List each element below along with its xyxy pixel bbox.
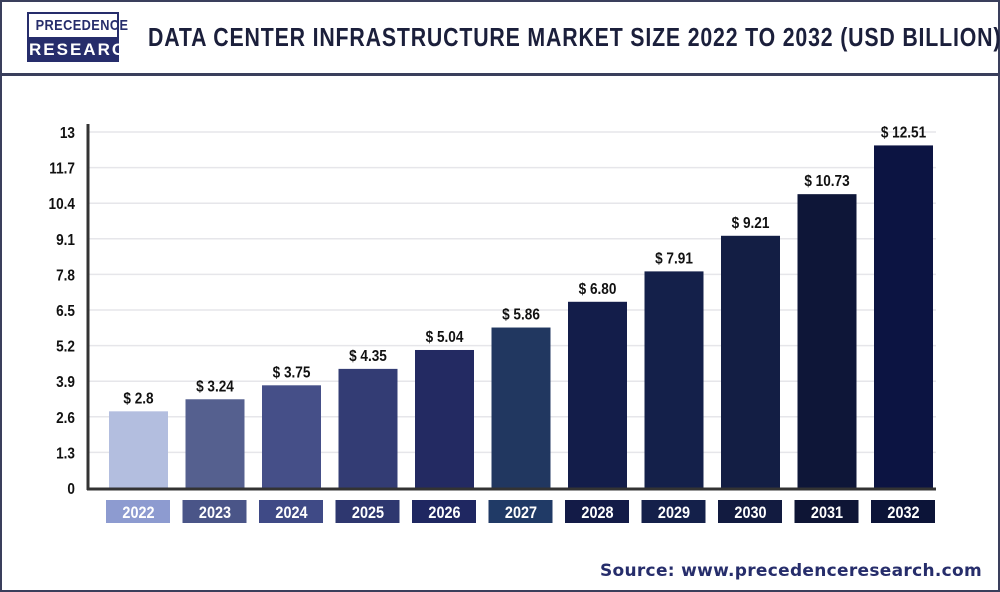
bar-2023 (185, 399, 245, 488)
y-tick-label: 7.8 (56, 267, 75, 284)
x-tick-label: 2027 (505, 504, 537, 522)
data-label: $ 9.21 (732, 215, 770, 232)
data-label: $ 7.91 (655, 250, 693, 267)
data-label: $ 4.35 (349, 348, 387, 365)
data-label: $ 5.86 (502, 307, 540, 324)
x-tick-label: 2023 (199, 504, 231, 522)
data-label: $ 5.04 (426, 329, 464, 346)
y-tick-label: 9.1 (56, 232, 75, 249)
bar-2031 (797, 194, 857, 488)
bar-2022 (109, 411, 168, 488)
bar-2032 (874, 145, 933, 488)
header: PRECEDENCE RESEARCH DATA CENTER INFRASTR… (0, 0, 1000, 76)
x-label-box (412, 500, 476, 523)
data-label: $ 12.51 (881, 124, 926, 141)
bar-2024 (262, 385, 321, 488)
x-tick-label: 2030 (734, 504, 766, 522)
y-tick-label: 5.2 (56, 339, 75, 356)
x-label-box (871, 500, 935, 523)
x-tick-label: 2031 (811, 504, 843, 522)
x-label-box (718, 500, 782, 523)
x-label-box (488, 500, 553, 523)
bar-2025 (338, 368, 398, 488)
chart-title: DATA CENTER INFRASTRUCTURE MARKET SIZE 2… (148, 22, 1000, 52)
logo-line1: PRECEDENCE (35, 14, 128, 37)
x-label-box (794, 500, 859, 523)
x-tick-label: 2025 (352, 504, 384, 522)
bar-2029 (644, 271, 704, 488)
x-label-box (565, 500, 629, 523)
x-tick-label: 2026 (428, 504, 460, 522)
data-label: $ 2.8 (123, 390, 153, 407)
precedence-research-logo: PRECEDENCE RESEARCH (27, 12, 138, 62)
data-label: $ 6.80 (579, 281, 617, 298)
data-label: $ 3.24 (196, 378, 234, 395)
bar-2027 (491, 327, 551, 488)
y-tick-label: 13 (60, 125, 75, 142)
x-tick-label: 2028 (581, 504, 613, 522)
x-tick-label: 2024 (275, 504, 307, 522)
x-label-box (182, 500, 247, 523)
y-tick-label: 11.7 (49, 161, 75, 178)
x-label-box (259, 500, 323, 523)
y-tick-label: 6.5 (56, 303, 75, 320)
y-tick-label: 0 (67, 481, 75, 498)
bar-2030 (721, 235, 780, 488)
x-tick-label: 2032 (887, 504, 919, 522)
x-label-box (335, 500, 400, 523)
x-tick-label: 2022 (122, 504, 154, 522)
source-text: Source: www.precedenceresearch.com (599, 561, 982, 581)
y-tick-label: 3.9 (56, 374, 75, 391)
logo-line2: RESEARCH (29, 37, 138, 62)
y-tick-label: 10.4 (49, 196, 76, 213)
y-tick-label: 2.6 (56, 410, 75, 427)
x-label-box (641, 500, 706, 523)
x-label-box (106, 500, 170, 523)
bar-2026 (415, 349, 474, 488)
data-label: $ 10.73 (804, 173, 849, 190)
data-label: $ 3.75 (273, 364, 311, 381)
x-tick-label: 2029 (658, 504, 690, 522)
bar-2028 (568, 301, 627, 488)
y-tick-label: 1.3 (56, 445, 75, 462)
